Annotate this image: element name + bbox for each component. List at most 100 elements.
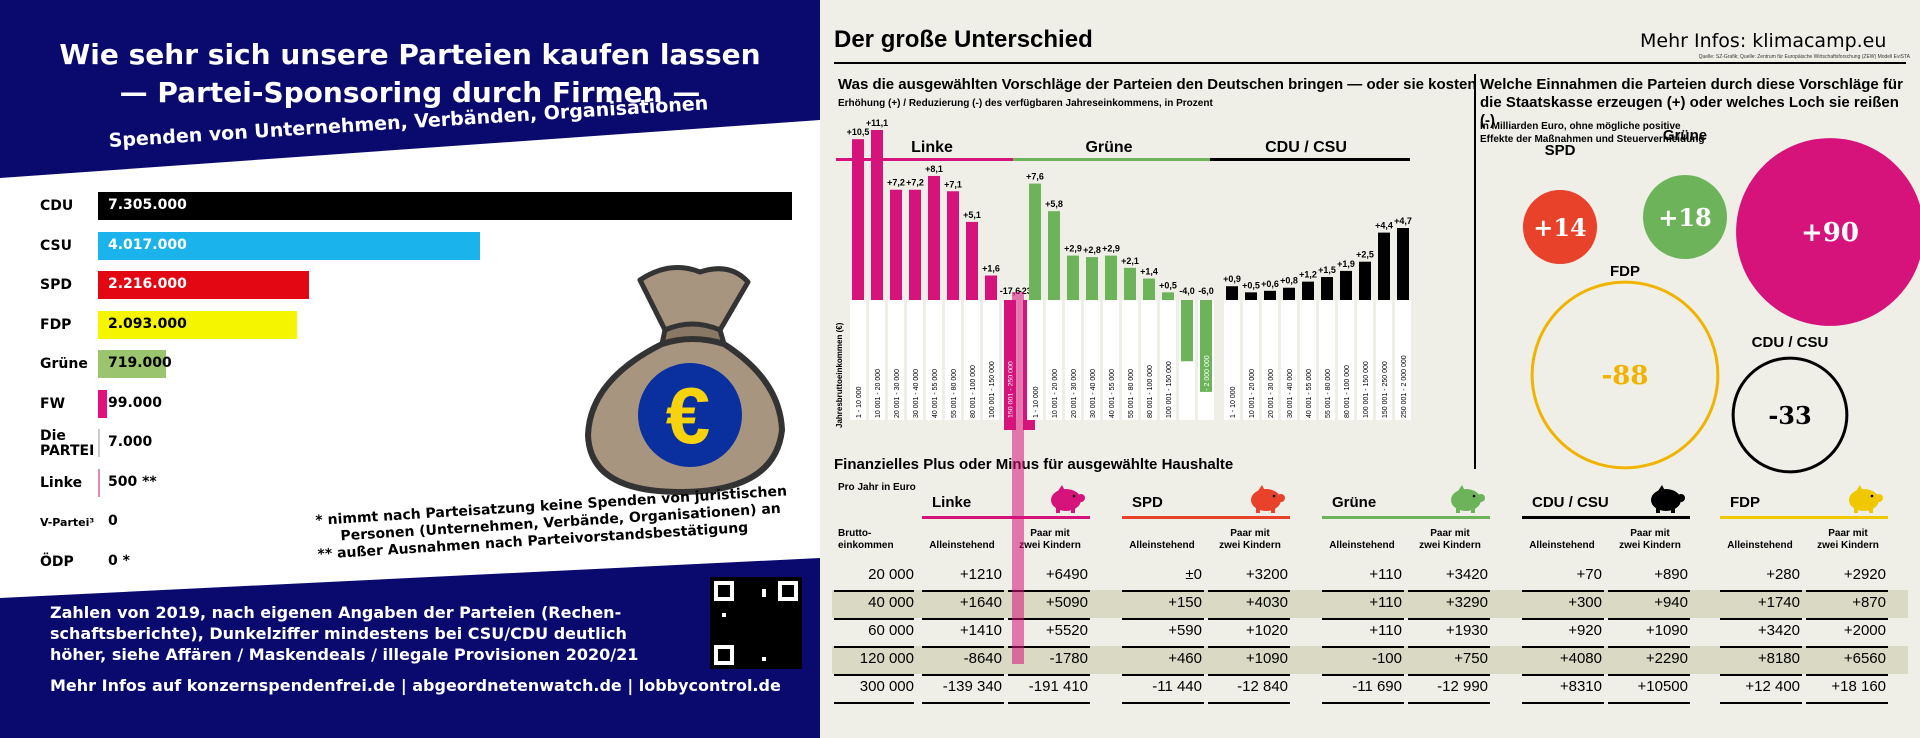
row-rule <box>834 590 914 592</box>
bar-label-grüne-9: -6,0 <box>1198 286 1214 296</box>
bar-label-linke-7: +1,6 <box>982 263 1000 273</box>
bar-label-cdu-csu-0: +0,9 <box>1223 274 1241 284</box>
bottom-note: Zahlen von 2019, nach eigenen Angaben de… <box>50 602 638 665</box>
bar-value-fw: 99.000 <box>108 394 163 411</box>
cell-rule <box>1322 590 1404 592</box>
more-info-label[interactable]: Mehr Infos: klimacamp.eu <box>1640 30 1887 52</box>
bar-label-spd: SPD <box>40 277 72 293</box>
bar-label-linke-3: +7,2 <box>906 178 924 188</box>
bar-grüne-6 <box>1143 278 1155 300</box>
bar-value-die-partei: 7.000 <box>108 434 153 450</box>
cell-rule <box>1806 590 1888 592</box>
cell-cdu-csu-single-2: +920 <box>1568 622 1602 639</box>
column-background <box>926 300 942 420</box>
cell-cdu-csu-pair-2: +1090 <box>1645 622 1688 639</box>
cell-rule <box>1008 590 1090 592</box>
party-rule-spd <box>1122 516 1290 519</box>
tick-grüne-6: 80 001 - 100 000 <box>1147 365 1154 418</box>
bar-cdu-csu-5 <box>1321 277 1333 300</box>
col-header-single: Alleinstehend <box>1727 540 1793 551</box>
cell-linke-single-4: -139 340 <box>942 678 1002 695</box>
column-background <box>1224 300 1240 420</box>
cell-rule <box>1806 674 1888 676</box>
col-header-pair: Paar mit zwei Kindern <box>1619 528 1681 551</box>
cell-fdp-single-1: +1740 <box>1757 594 1800 611</box>
tick-linke-5: 55 001 - 80 000 <box>951 369 958 418</box>
bar-cdu-csu-2 <box>1264 290 1276 300</box>
money-bag-icon: € <box>585 265 785 495</box>
piggy-bank-icon <box>1251 485 1285 513</box>
row-rule <box>834 702 914 704</box>
bubble-label-grüne: Grüne <box>1663 127 1707 144</box>
more-info-links[interactable]: Mehr Infos auf konzernspendenfrei.de | a… <box>50 676 781 695</box>
cell-linke-single-1: +1640 <box>959 594 1002 611</box>
col-header-pair: Paar mit zwei Kindern <box>1419 528 1481 551</box>
bottom-note-3: höher, siehe Affären / Maskendeals / ill… <box>50 645 639 664</box>
tick-cdu-csu-1: 10 001 - 20 000 <box>1249 369 1256 418</box>
bar-label-linke-4: +8,1 <box>925 164 943 174</box>
bar-label-grüne-8: -4,0 <box>1179 286 1195 296</box>
bar-label-linke-0: +10,5 <box>847 127 870 137</box>
cell-linke-pair-2: +5520 <box>1045 622 1088 639</box>
column-background <box>1160 300 1176 420</box>
cell-fdp-single-4: +12 400 <box>1745 678 1800 695</box>
donations-bar-chart: CDU 7.305.000 CSU 4.017.000 SPD 2.216.000 FDP 2… <box>0 190 820 590</box>
bar-label-linke-8: -17,6 <box>1000 286 1021 296</box>
table-row-band <box>832 646 1908 674</box>
col-header-single: Alleinstehend <box>1329 540 1395 551</box>
bar-value-csu: 4.017.000 <box>108 236 187 253</box>
tick-grüne-4: 40 001 - 55 000 <box>1109 369 1116 418</box>
column-background <box>1300 300 1316 420</box>
tick-cdu-csu-2: 20 001 - 30 000 <box>1268 369 1275 418</box>
cell-rule <box>1408 618 1490 620</box>
bar-grüne-7 <box>1162 292 1174 300</box>
income-axis-label: Jahresbruttoeinkommen (€) <box>835 322 844 428</box>
bar-label-cdu-csu-5: +1,5 <box>1318 265 1336 275</box>
row-rule <box>834 646 914 648</box>
cell-rule <box>1322 618 1404 620</box>
cell-rule <box>1806 618 1888 620</box>
bar-cdu-csu-6 <box>1340 270 1352 300</box>
bar-label-linke-6: +5,1 <box>963 210 981 220</box>
linke-highlight-bar <box>1012 292 1024 664</box>
bar-grüne-0 <box>1029 183 1041 300</box>
bar-label-grüne-3: +2,8 <box>1083 245 1101 255</box>
qr-code-icon[interactable] <box>710 577 802 669</box>
cell-cdu-csu-single-3: +4080 <box>1559 650 1602 667</box>
series-rule-grüne <box>1013 158 1213 161</box>
column-background <box>983 300 999 420</box>
tick-grüne-5: 55 001 - 80 000 <box>1128 369 1135 418</box>
cell-rule <box>1208 702 1290 704</box>
bubble-value-grüne: +18 <box>1658 203 1712 232</box>
bar-value-spd: 2.216.000 <box>108 276 187 292</box>
row-income-1: 40 000 <box>868 594 914 611</box>
donations-title: Wie sehr sich unsere Parteien kaufen las… <box>59 38 761 71</box>
cell-grüne-single-3: -100 <box>1371 650 1402 667</box>
cell-grüne-single-2: +110 <box>1369 622 1402 639</box>
cell-rule <box>1008 674 1090 676</box>
row-income-0: 20 000 <box>868 566 914 583</box>
tick-cdu-csu-5: 55 001 - 80 000 <box>1325 369 1332 418</box>
bar-label-ödp: ÖDP <box>40 553 74 570</box>
title-rule <box>834 62 1906 64</box>
bar-linke <box>98 468 100 497</box>
bar-value-ödp: 0 * <box>108 552 130 569</box>
col-header-single: Alleinstehend <box>1129 540 1195 551</box>
cell-spd-single-1: +150 <box>1168 594 1202 611</box>
cell-rule <box>1522 618 1604 620</box>
tick-linke-0: 1 - 10 000 <box>856 386 863 418</box>
cell-rule <box>1608 590 1690 592</box>
cell-linke-pair-3: -1780 <box>1049 650 1088 667</box>
bubble-spd <box>1522 189 1598 265</box>
bubble-grüne <box>1642 174 1728 260</box>
bar-cdu <box>98 192 792 220</box>
series-rule-linke <box>836 158 1036 161</box>
cell-spd-pair-1: +4030 <box>1245 594 1288 611</box>
tick-cdu-csu-4: 40 001 - 55 000 <box>1306 369 1313 418</box>
bubble-value-linke: +90 <box>1801 218 1859 248</box>
cell-rule <box>922 646 1004 648</box>
bar-cdu-csu-3 <box>1283 287 1295 300</box>
bar-label-cdu: CDU <box>40 198 74 214</box>
column-background <box>869 300 885 420</box>
series-title-cdu-csu: CDU / CSU <box>1265 139 1347 156</box>
